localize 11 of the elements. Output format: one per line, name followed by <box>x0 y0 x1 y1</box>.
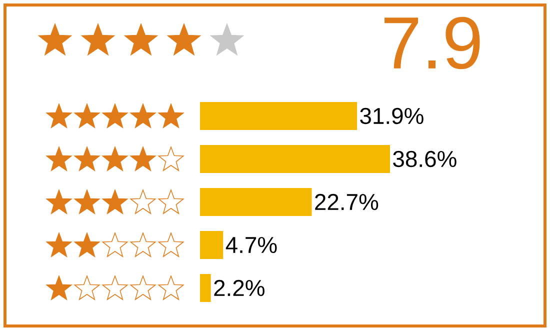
data-label: 2.2% <box>214 280 264 296</box>
data-label: 4.7% <box>226 236 277 254</box>
data-label: 38.6% <box>393 150 456 168</box>
bar <box>200 274 211 302</box>
bar <box>200 188 312 216</box>
data-label: 22.7% <box>315 194 378 210</box>
bar <box>200 102 358 130</box>
data-label: 31.9% <box>360 108 424 124</box>
bar <box>200 145 390 173</box>
chart-title: 7.9 <box>384 16 480 70</box>
bar <box>200 231 224 260</box>
